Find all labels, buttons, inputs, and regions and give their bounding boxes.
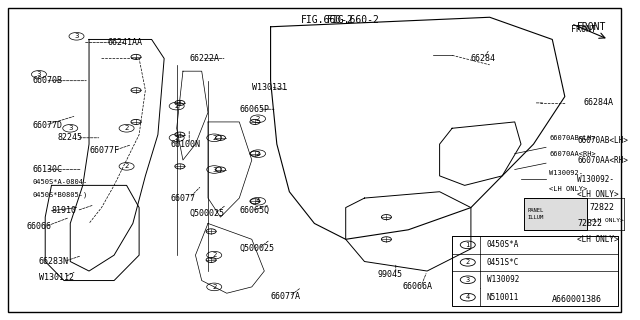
Text: W130092: W130092 [486, 275, 519, 284]
Text: 82245: 82245 [58, 133, 83, 142]
Text: 4: 4 [466, 294, 470, 300]
Text: FIG.660-2: FIG.660-2 [301, 15, 353, 25]
Text: 66065P: 66065P [239, 105, 269, 114]
Text: 2: 2 [256, 116, 260, 122]
Text: <LH ONLY>: <LH ONLY> [577, 190, 619, 199]
Text: 72822: 72822 [590, 203, 615, 212]
Text: 3: 3 [212, 166, 216, 172]
Text: 0451S*C: 0451S*C [486, 258, 519, 267]
Text: <LH ONLY>: <LH ONLY> [577, 235, 619, 244]
Text: W130092-: W130092- [577, 174, 614, 184]
Text: 4: 4 [256, 198, 260, 204]
Text: 66283N: 66283N [39, 257, 69, 266]
Text: 81910: 81910 [51, 206, 76, 215]
FancyBboxPatch shape [8, 8, 621, 312]
Text: 66066A: 66066A [402, 282, 432, 292]
Text: 66066: 66066 [26, 222, 51, 231]
Text: 66070B: 66070B [33, 76, 63, 85]
Text: 66284: 66284 [471, 54, 496, 63]
Text: 2: 2 [175, 103, 179, 109]
Text: A660001386: A660001386 [552, 295, 602, 304]
Text: Q500025: Q500025 [189, 209, 224, 219]
Text: 2: 2 [466, 259, 470, 265]
Text: 2: 2 [124, 125, 129, 131]
Text: 66070AA<RH>: 66070AA<RH> [577, 156, 628, 164]
Text: 66070AB<LH>: 66070AB<LH> [549, 135, 596, 141]
Text: 66070AA<RH>: 66070AA<RH> [549, 151, 596, 157]
Text: 66284A: 66284A [584, 99, 614, 108]
Text: N510011: N510011 [486, 293, 519, 302]
Text: Q500025: Q500025 [239, 244, 275, 253]
Text: 2: 2 [212, 284, 216, 290]
Text: 72822: 72822 [577, 219, 602, 228]
FancyBboxPatch shape [452, 236, 618, 306]
Text: 99045: 99045 [377, 270, 402, 279]
Text: 66065Q: 66065Q [239, 206, 269, 215]
Text: 2: 2 [256, 151, 260, 157]
FancyBboxPatch shape [524, 198, 587, 230]
Text: 0450S*A: 0450S*A [486, 240, 519, 249]
Text: <LH ONLY>: <LH ONLY> [590, 218, 623, 223]
Text: 2: 2 [124, 163, 129, 169]
Text: 3: 3 [36, 71, 41, 77]
Text: 0450S*A-0804-: 0450S*A-0804- [33, 179, 88, 185]
Text: FIG.660-2: FIG.660-2 [327, 15, 380, 25]
Text: 66222A: 66222A [189, 54, 219, 63]
Text: PANEL: PANEL [527, 208, 543, 213]
Text: 66077A: 66077A [271, 292, 301, 301]
Text: 1: 1 [466, 242, 470, 248]
Text: W130131: W130131 [252, 83, 287, 92]
Text: 66100N: 66100N [170, 140, 200, 148]
Text: 3: 3 [74, 33, 79, 39]
Text: 66077: 66077 [170, 194, 195, 203]
Text: W130092-: W130092- [549, 170, 583, 176]
Text: 2: 2 [212, 252, 216, 258]
Text: 66070AB<LH>: 66070AB<LH> [577, 136, 628, 146]
Text: ILLUM: ILLUM [527, 215, 543, 220]
Text: 66130C: 66130C [33, 165, 63, 174]
Text: 66077F: 66077F [89, 146, 119, 155]
Text: 2: 2 [175, 135, 179, 141]
Text: 3: 3 [68, 125, 72, 131]
Text: FRONT: FRONT [577, 22, 607, 32]
Text: 0450S*B0805-): 0450S*B0805-) [33, 192, 88, 198]
Text: 66077D: 66077D [33, 121, 63, 130]
Text: 66241AA: 66241AA [108, 38, 143, 47]
Text: FRONT: FRONT [571, 25, 596, 35]
Text: 3: 3 [466, 277, 470, 283]
Text: W130112: W130112 [39, 273, 74, 282]
Text: 2: 2 [212, 135, 216, 141]
Text: <LH ONLY>: <LH ONLY> [549, 186, 588, 192]
